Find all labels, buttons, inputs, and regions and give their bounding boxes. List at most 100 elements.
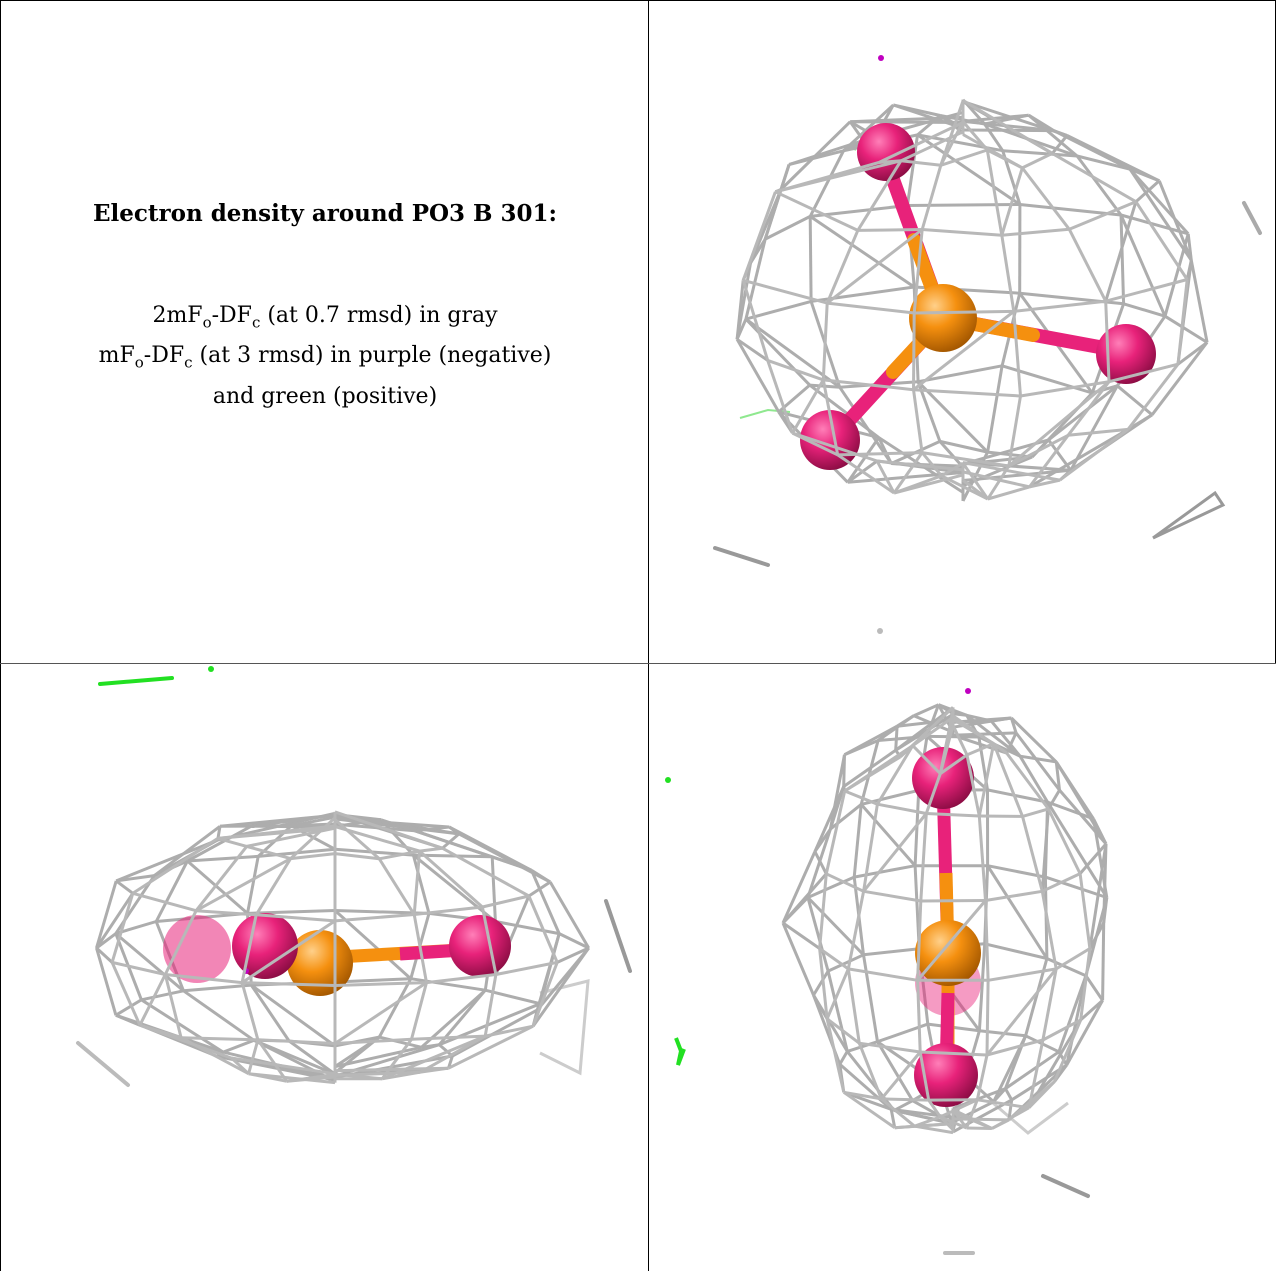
mesh-edge (913, 790, 921, 866)
mesh-edge (990, 716, 1012, 723)
mesh-edge (825, 968, 850, 1020)
mesh-edge (378, 1035, 422, 1049)
mesh-edge (1134, 200, 1189, 281)
mesh-edge (846, 968, 861, 1044)
mesh-edge (735, 318, 748, 340)
mesh-edge (940, 148, 988, 167)
mesh-edge (483, 974, 498, 1037)
po3-molecule (163, 913, 511, 996)
legend: Electron density around PO3 B 301: 2mFo-… (30, 200, 620, 413)
mesh-edge (1053, 1019, 1083, 1083)
mesh-edge (986, 864, 1049, 960)
mesh-edge (863, 889, 922, 903)
mesh-edge (859, 740, 880, 805)
mesh-edge (844, 789, 878, 806)
mesh-edge (448, 825, 533, 872)
mesh-edge (843, 739, 879, 757)
mesh-fragment (992, 1101, 1069, 1135)
mesh-edge (876, 744, 914, 805)
legend-panel: Electron density around PO3 B 301: 2mFo-… (0, 0, 648, 663)
mesh-edge (1066, 380, 1111, 437)
mesh-edge (826, 970, 849, 1052)
mesh-fragment (604, 899, 632, 973)
mesh-edge (828, 754, 846, 830)
mesh-edge (975, 1054, 989, 1101)
mesh-edge (952, 731, 1017, 737)
mesh-edge (250, 983, 336, 1048)
mesh-edge (195, 909, 257, 917)
mesh-edge (1008, 433, 1069, 468)
mesh-edge (447, 1055, 454, 1069)
mesh-edge (763, 164, 791, 240)
mesh-edge (334, 1066, 449, 1073)
mesh-edge (115, 838, 219, 883)
mesh-edge (939, 1098, 978, 1119)
mesh-edge (246, 826, 336, 848)
mesh-edge (1079, 999, 1104, 1022)
mesh-edge (495, 960, 558, 976)
mesh-edge (334, 981, 427, 987)
mesh-edge (1084, 974, 1104, 1002)
mesh-edge (985, 889, 1043, 902)
mesh-edge (961, 462, 990, 500)
mesh-edge (985, 967, 1058, 1056)
mesh-edge (1002, 149, 1078, 158)
mesh-edge (334, 913, 415, 923)
mesh-edge (531, 961, 559, 1027)
mesh-edge (922, 228, 1002, 237)
mesh-edge (952, 718, 995, 745)
phosphorus-atom (915, 920, 981, 986)
mesh-edge (195, 857, 292, 913)
mesh-edge (846, 891, 866, 970)
mesh-edge (837, 451, 923, 457)
mesh-edge (792, 431, 878, 463)
mesh-edge (859, 1041, 921, 1054)
mesh-edge (965, 1099, 979, 1129)
positive-density-blob (665, 777, 671, 783)
mesh-edge (334, 1045, 422, 1069)
mesh-edge (984, 942, 1048, 960)
oxygen-atom (163, 915, 231, 983)
mesh-edge (913, 703, 940, 718)
mesh-edge (877, 714, 915, 742)
mesh-edge (139, 1023, 233, 1060)
mesh-edge (1067, 427, 1129, 437)
phosphorus-atom (909, 284, 977, 352)
mesh-edge (484, 1024, 534, 1038)
density-svg-top (713, 55, 1262, 634)
legend-line-3: and green (positive) (212, 383, 438, 409)
mesh-edge (918, 1051, 931, 1101)
mesh-edge (977, 943, 987, 1031)
mesh-edge (987, 967, 1057, 982)
grid-rule (0, 663, 1276, 664)
mesh-edge (853, 864, 916, 879)
mesh-edge (774, 190, 859, 232)
mesh-edge (1021, 816, 1044, 892)
mesh-edge (1164, 314, 1208, 344)
mesh-edge (491, 855, 532, 872)
positive-density-blob (208, 666, 214, 672)
mesh-edge (333, 909, 412, 980)
mesh-edge (838, 1050, 849, 1066)
mesh-edge (823, 378, 914, 392)
mesh-edge (288, 1039, 336, 1076)
grid-rule (0, 0, 1, 1271)
mesh-edge (735, 262, 752, 340)
mesh-edge (939, 753, 968, 775)
mesh-edge (182, 989, 255, 1042)
mesh-edge (1057, 975, 1088, 1053)
mesh-edge (334, 981, 428, 1045)
mesh-edge (938, 440, 965, 469)
mesh-edge (334, 852, 380, 861)
mesh-edge (480, 906, 498, 975)
mesh-edge (951, 724, 969, 756)
mesh-edge (230, 1056, 250, 1075)
mesh-edge (987, 864, 1046, 879)
mesh-edge (253, 1038, 336, 1076)
mesh-edge (812, 970, 830, 996)
mesh-edge (818, 948, 829, 1019)
mesh-edge (827, 301, 915, 315)
mesh-edge (893, 1099, 914, 1112)
mesh-edge (1005, 752, 1050, 810)
